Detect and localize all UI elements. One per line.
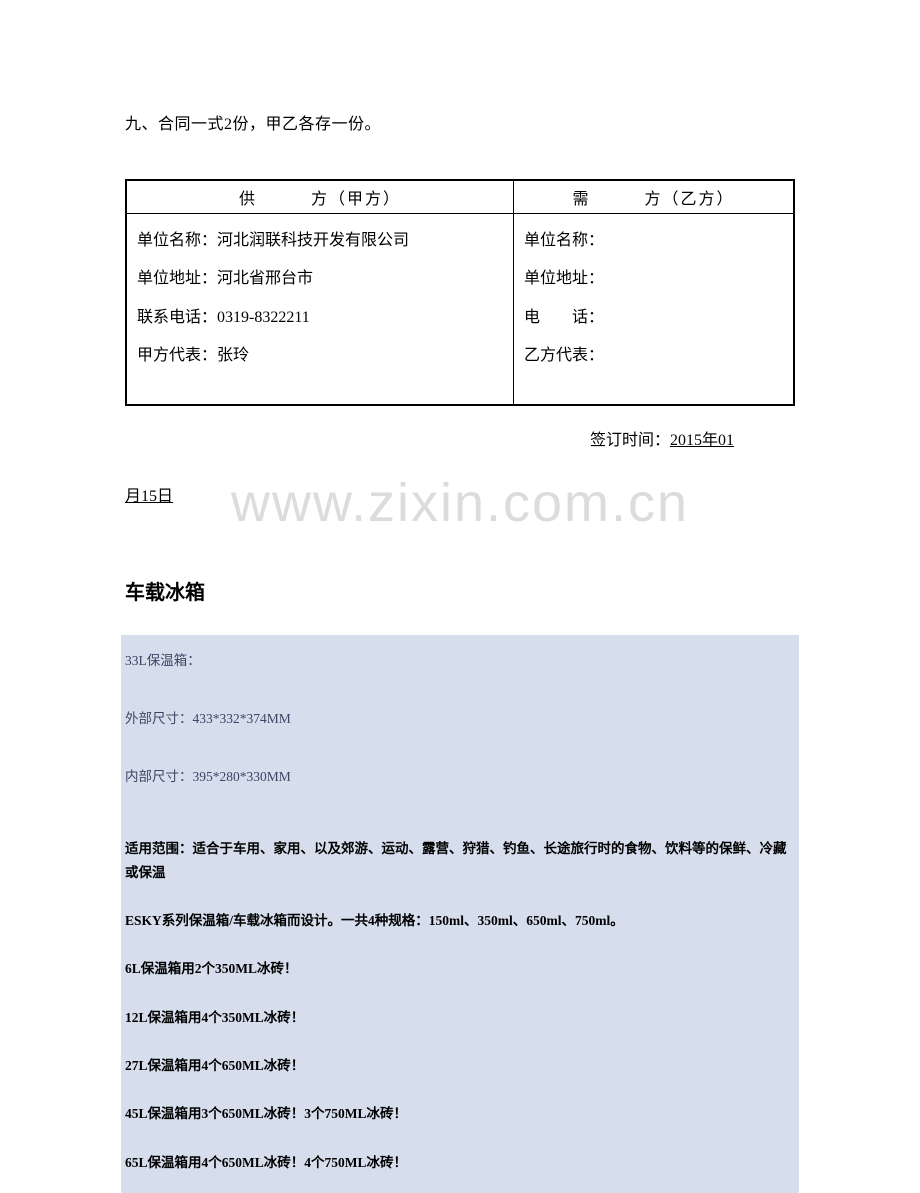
parties-table: 供 方（甲方） 需 方（乙方） 单位名称：河北润联科技开发有限公司 单位地址：河… [125,179,795,406]
sign-date-prefix: 签订时间： [590,432,670,449]
section-heading: 车载冰箱 [125,576,795,605]
document-page: 九、合同一式2份，甲乙各存一份。 供 方（甲方） 需 方（乙方） 单位名称：河北… [0,0,920,1193]
buyer-name: 单位名称： [524,222,783,260]
buyer-rep: 乙方代表： [524,337,783,375]
info-bold-line: 12L保温箱用4个350ML冰砖！ [125,994,795,1042]
sign-date: 签订时间：2015年01 月15日 [125,426,795,506]
sign-date-right-part: 2015年01 [670,432,734,449]
buyer-phone: 电 话： [524,299,783,337]
info-block: 33L保温箱： 外部尺寸：433*332*374MM 内部尺寸：395*280*… [121,635,799,1193]
buyer-cell: 单位名称： 单位地址： 电 话： 乙方代表： [513,214,794,405]
info-thin-line: 外部尺寸：433*332*374MM [125,697,795,737]
supplier-cell: 单位名称：河北润联科技开发有限公司 单位地址：河北省邢台市 联系电话：0319-… [126,214,513,405]
buyer-address: 单位地址： [524,260,783,298]
supplier-header: 供 方（甲方） [126,180,513,214]
supplier-address: 单位地址：河北省邢台市 [137,260,503,298]
supplier-rep: 甲方代表：张玲 [137,337,503,375]
clause-nine: 九、合同一式2份，甲乙各存一份。 [125,110,795,134]
buyer-header: 需 方（乙方） [513,180,794,214]
info-bold-line: 45L保温箱用3个650ML冰砖！3个750ML冰砖！ [125,1090,795,1138]
supplier-phone: 联系电话：0319-8322211 [137,299,503,337]
info-thin-line: 33L保温箱： [125,639,795,679]
info-thin-line: 内部尺寸：395*280*330MM [125,755,795,795]
info-bold-line: 65L保温箱用4个650ML冰砖！4个750ML冰砖！ [125,1139,795,1187]
sign-date-left-part: 月15日 [125,488,173,505]
supplier-name: 单位名称：河北润联科技开发有限公司 [137,222,503,260]
info-bold-line: 6L保温箱用2个350ML冰砖！ [125,945,795,993]
info-bold-line: ESKY系列保温箱/车载冰箱而设计。一共4种规格：150ml、350ml、650… [125,897,795,945]
info-bold-line: 适用范围：适合于车用、家用、以及郊游、运动、露营、狩猎、钓鱼、长途旅行时的食物、… [125,825,795,898]
info-bold-line: 27L保温箱用4个650ML冰砖！ [125,1042,795,1090]
